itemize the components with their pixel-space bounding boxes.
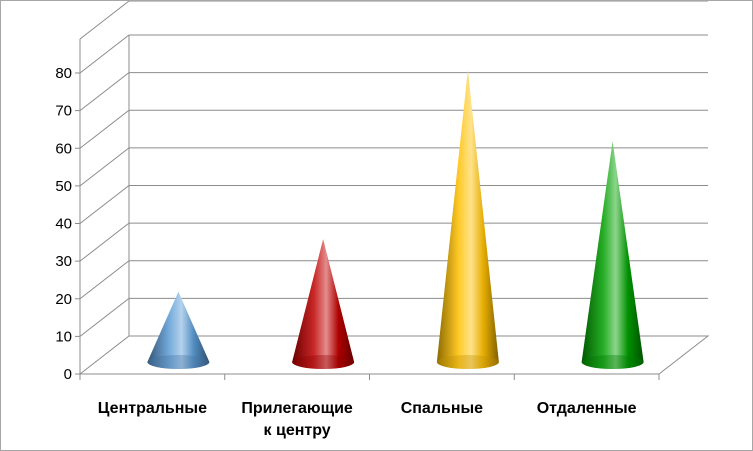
gridline-side xyxy=(79,222,130,262)
y-tick-label: 50 xyxy=(55,178,72,195)
cone-mark xyxy=(436,69,499,369)
gridline-side xyxy=(79,185,130,224)
gridline-side xyxy=(79,1,130,40)
gridline-side xyxy=(79,260,130,300)
cone-base xyxy=(581,355,644,369)
gridline-side xyxy=(79,147,130,187)
cone-body xyxy=(147,291,210,369)
y-tick-label: 30 xyxy=(55,253,72,270)
cone-base xyxy=(436,355,499,369)
x-category-label: Отдаленные xyxy=(537,400,637,417)
y-tick-label: 20 xyxy=(55,291,72,308)
cone-mark xyxy=(147,291,210,369)
gridline-side xyxy=(79,297,130,337)
x-category-label: Прилегающие к центру xyxy=(241,400,353,439)
x-axis-labels: Центральные Прилегающие к центру Спальные От… xyxy=(98,400,637,439)
gridline-side xyxy=(79,109,130,149)
gridline-side xyxy=(79,72,130,112)
cone-base xyxy=(147,355,210,369)
y-tick-label: 0 xyxy=(64,366,72,383)
y-tick-label: 60 xyxy=(55,140,72,157)
chart-walls xyxy=(78,35,710,375)
cone-body xyxy=(581,141,644,369)
cone-base xyxy=(292,355,355,369)
axes xyxy=(79,39,660,380)
gridline-side xyxy=(79,34,130,74)
y-tick-label: 40 xyxy=(55,216,72,233)
cone-mark xyxy=(292,239,355,369)
x-category-label: Центральные xyxy=(98,400,207,417)
y-axis-ticks: 0 10 20 30 40 50 60 70 80 xyxy=(55,65,80,383)
x-category-label: Спальные xyxy=(401,400,483,417)
y-tick-label: 10 xyxy=(55,328,72,345)
cone-body xyxy=(436,69,499,369)
cone-body xyxy=(292,239,355,369)
cones xyxy=(147,69,644,369)
y-tick-label: 80 xyxy=(55,65,72,82)
y-tick-label: 70 xyxy=(55,103,72,120)
cone-mark xyxy=(581,141,644,369)
